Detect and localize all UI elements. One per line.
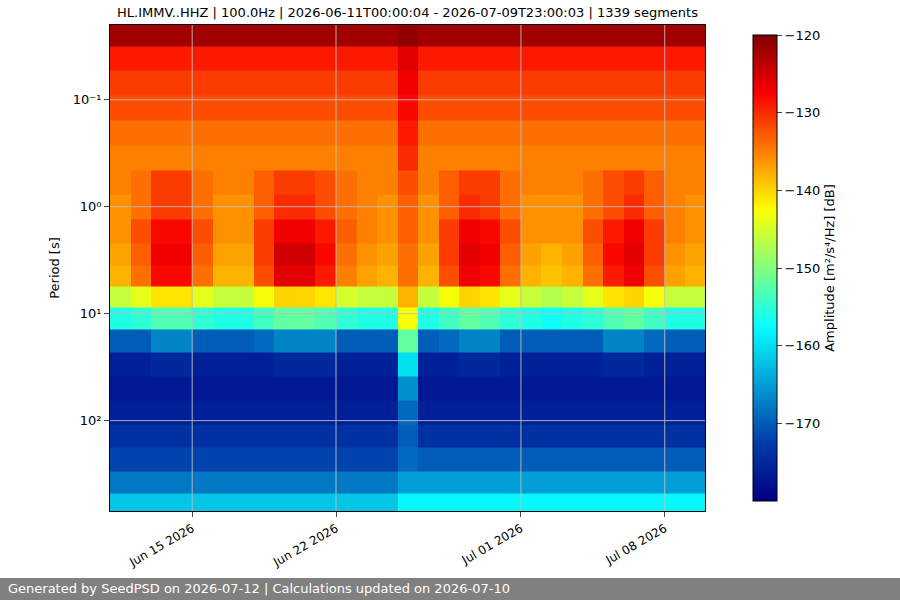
svg-text:−160: −160 <box>785 338 821 353</box>
svg-text:10⁻¹: 10⁻¹ <box>73 92 102 107</box>
svg-text:−120: −120 <box>785 28 821 43</box>
svg-text:−140: −140 <box>785 183 821 198</box>
html-text:Generated by SeedPSD on 2026-0: Generated by SeedPSD on 2026-07-12 | Cal… <box>8 581 510 596</box>
svg-text:Jul 08 2026: Jul 08 2026 <box>603 521 670 568</box>
svg-text:Jun 15 2026: Jun 15 2026 <box>126 521 196 570</box>
svg-text:10¹: 10¹ <box>80 306 102 321</box>
svg-text:−170: −170 <box>785 416 821 431</box>
svg-text:−150: −150 <box>785 261 821 276</box>
svg-text:Jun 22 2026: Jun 22 2026 <box>270 521 340 570</box>
svg-text:10⁰: 10⁰ <box>80 199 102 214</box>
svg-text:Period [s]: Period [s] <box>47 237 62 299</box>
svg-text:−130: −130 <box>785 105 821 120</box>
svg-text:Amplitude [m²/s⁴/Hz] [dB]: Amplitude [m²/s⁴/Hz] [dB] <box>822 184 837 352</box>
svg-text:Jul 01 2026: Jul 01 2026 <box>459 521 526 568</box>
svg-text:HL.IMMV..HHZ | 100.0Hz | 2026-: HL.IMMV..HHZ | 100.0Hz | 2026-06-11T00:0… <box>117 5 698 20</box>
svg-text:10²: 10² <box>80 413 102 428</box>
